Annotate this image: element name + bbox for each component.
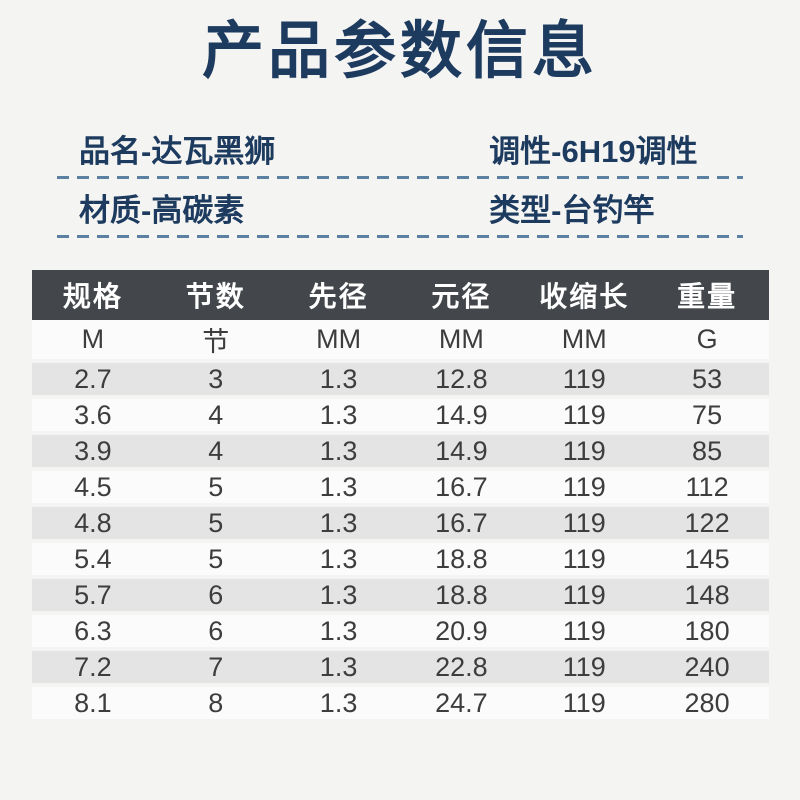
table-cell: 85 [645, 433, 769, 471]
table-row: 3.9 4 1.3 14.9 119 85 [31, 433, 769, 471]
table-cell: 119 [522, 613, 646, 651]
table-cell: 1.3 [277, 433, 400, 471]
table-cell: 7 [154, 649, 278, 687]
table-cell: 3.9 [31, 433, 155, 471]
table-cell: 5 [154, 505, 278, 543]
table-cell: 1.3 [277, 541, 400, 579]
table-cell: 3.6 [31, 397, 155, 435]
table-cell: 122 [645, 505, 769, 543]
material-label: 材质-高碳素 [79, 192, 245, 228]
page-title: 产品参数信息 [201, 17, 598, 86]
table-cell: 4 [154, 433, 278, 471]
unit-cell: 节 [154, 320, 278, 363]
table-cell: 6 [154, 613, 278, 651]
table-cell: 119 [522, 469, 646, 507]
table-row: 8.1 8 1.3 24.7 119 280 [31, 685, 769, 723]
table-cell: 148 [645, 577, 769, 615]
table-cell: 4.8 [31, 505, 155, 543]
product-name-label: 品名-达瓦黑狮 [79, 133, 276, 169]
dashed-divider [57, 176, 743, 179]
table-cell: 119 [522, 505, 646, 543]
table-cell: 14.9 [399, 397, 523, 435]
dashed-divider [57, 235, 743, 238]
rod-type-label: 类型-台钓竿 [489, 192, 655, 228]
header-cell: 规格 [31, 270, 155, 320]
info-row: 材质-高碳素 类型-台钓竿 [57, 179, 743, 235]
table-row: 4.5 5 1.3 16.7 119 112 [31, 469, 769, 507]
table-row: 5.4 5 1.3 18.8 119 145 [31, 541, 769, 579]
table-cell: 1.3 [277, 685, 400, 723]
header-cell: 收缩长 [522, 270, 646, 320]
table-cell: 6.3 [31, 613, 155, 651]
table-cell: 3 [154, 361, 278, 399]
table-row: 7.2 7 1.3 22.8 119 240 [31, 649, 769, 687]
table-cell: 12.8 [399, 361, 523, 399]
product-spec-sheet: 产品参数信息 品名-达瓦黑狮 调性-6H19调性 材质-高碳素 类型-台钓竿 规… [0, 12, 800, 800]
table-cell: 119 [522, 649, 646, 687]
table-cell: 180 [645, 613, 769, 651]
header-cell: 节数 [154, 270, 278, 320]
table-cell: 119 [522, 433, 646, 471]
table-cell: 4 [154, 397, 278, 435]
table-cell: 18.8 [399, 577, 523, 615]
table-cell: 1.3 [277, 505, 400, 543]
unit-cell: MM [522, 320, 646, 363]
table-row: 6.3 6 1.3 20.9 119 180 [31, 613, 769, 651]
table-cell: 1.3 [277, 649, 400, 687]
table-header-row: 规格 节数 先径 元径 收缩长 重量 [31, 270, 769, 320]
table-cell: 5.4 [31, 541, 155, 579]
table-cell: 1.3 [277, 361, 400, 399]
unit-cell: MM [277, 320, 400, 363]
unit-cell: MM [399, 320, 523, 363]
table-cell: 22.8 [399, 649, 523, 687]
table-cell: 18.8 [399, 541, 523, 579]
spec-table: 规格 节数 先径 元径 收缩长 重量 M 节 MM MM MM G 2.7 3 1.3 12.8 119 53… [31, 270, 769, 723]
table-row: 2.7 3 1.3 12.8 119 53 [31, 361, 769, 399]
table-cell: 8 [154, 685, 278, 723]
table-cell: 112 [645, 469, 769, 507]
table-cell: 1.3 [277, 577, 400, 615]
table-cell: 6 [154, 577, 278, 615]
header-cell: 元径 [399, 270, 523, 320]
table-cell: 1.3 [277, 397, 400, 435]
table-cell: 20.9 [399, 613, 523, 651]
table-cell: 16.7 [399, 505, 523, 543]
table-cell: 24.7 [399, 685, 523, 723]
table-cell: 5.7 [31, 577, 155, 615]
table-units-row: M 节 MM MM MM G [31, 320, 769, 363]
table-cell: 7.2 [31, 649, 155, 687]
header-cell: 重量 [645, 270, 769, 320]
table-cell: 240 [645, 649, 769, 687]
table-cell: 119 [522, 541, 646, 579]
table-cell: 8.1 [31, 685, 155, 723]
info-row: 品名-达瓦黑狮 调性-6H19调性 [57, 120, 743, 176]
product-info: 品名-达瓦黑狮 调性-6H19调性 材质-高碳素 类型-台钓竿 [57, 120, 743, 238]
table-cell: 280 [645, 685, 769, 723]
table-cell: 53 [645, 361, 769, 399]
table-cell: 119 [522, 361, 646, 399]
table-body: 2.7 3 1.3 12.8 119 53 3.6 4 1.3 14.9 119 75 3.9 4 1.3 1… [31, 361, 769, 723]
header-cell: 先径 [277, 270, 400, 320]
table-cell: 2.7 [31, 361, 155, 399]
unit-cell: M [31, 320, 155, 363]
table-cell: 119 [522, 685, 646, 723]
table-cell: 5 [154, 469, 278, 507]
table-row: 3.6 4 1.3 14.9 119 75 [31, 397, 769, 435]
table-cell: 16.7 [399, 469, 523, 507]
table-cell: 119 [522, 577, 646, 615]
table-cell: 4.5 [31, 469, 155, 507]
table-cell: 119 [522, 397, 646, 435]
table-cell: 14.9 [399, 433, 523, 471]
rod-action-label: 调性-6H19调性 [489, 133, 698, 169]
table-cell: 145 [645, 541, 769, 579]
table-cell: 1.3 [277, 469, 400, 507]
table-row: 5.7 6 1.3 18.8 119 148 [31, 577, 769, 615]
unit-cell: G [645, 320, 769, 363]
table-row: 4.8 5 1.3 16.7 119 122 [31, 505, 769, 543]
table-cell: 5 [154, 541, 278, 579]
table-cell: 1.3 [277, 613, 400, 651]
table-cell: 75 [645, 397, 769, 435]
